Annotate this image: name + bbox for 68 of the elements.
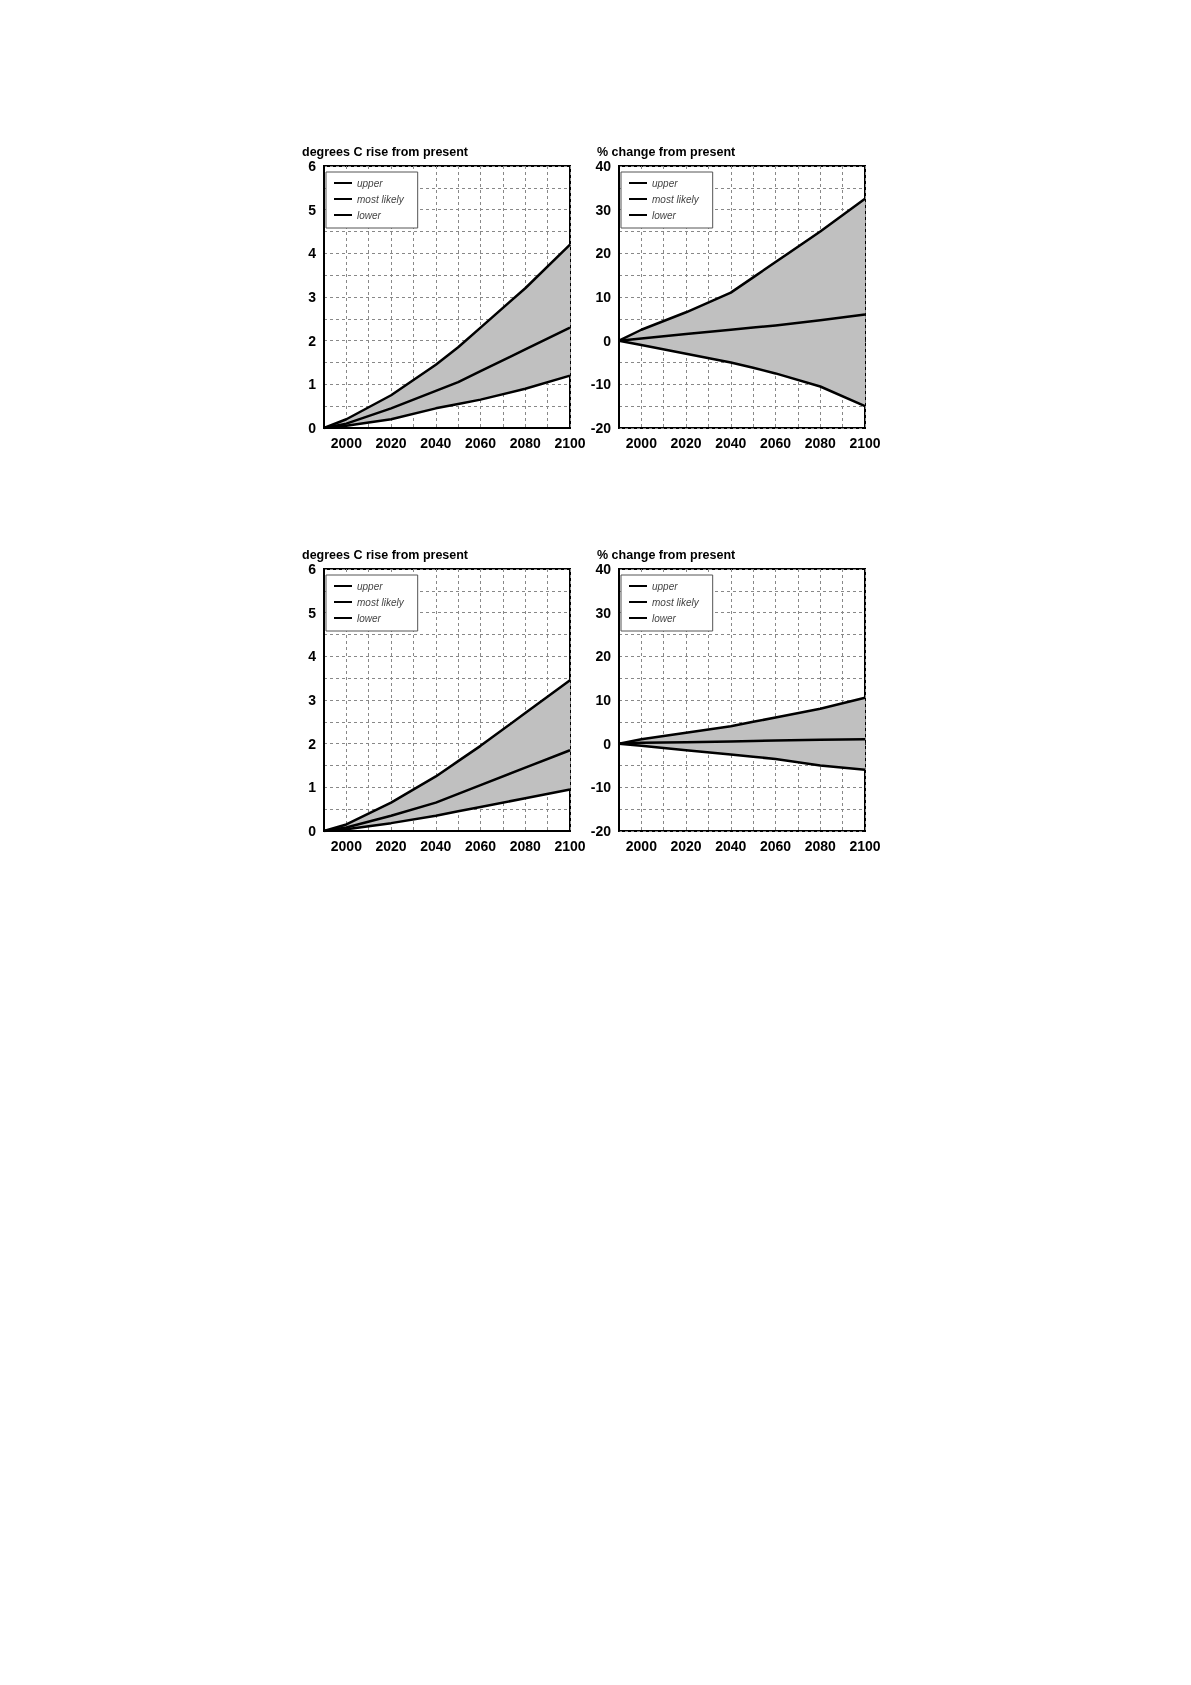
y-tick-label: 4 <box>308 648 317 665</box>
y-tick-label: 2 <box>308 735 317 752</box>
legend-label: upper <box>357 177 384 189</box>
x-tick-label: 2040 <box>715 838 747 854</box>
x-tick-label: 2020 <box>670 838 702 854</box>
y-tick-label: 40 <box>595 561 612 577</box>
x-tick-label: 2060 <box>464 435 497 451</box>
y-tick-label: 20 <box>595 245 612 262</box>
x-tick-label: 2080 <box>804 435 837 451</box>
x-tick-label: 2060 <box>759 838 792 854</box>
x-tick-label: 2060 <box>464 838 497 854</box>
x-tick-label: 2080 <box>509 435 542 451</box>
legend-label: most likely <box>357 193 405 205</box>
y-tick-label: 10 <box>595 289 612 305</box>
x-tick-label: 2100 <box>554 435 586 451</box>
legend-label: lower <box>652 612 677 624</box>
legend-label: upper <box>652 580 679 592</box>
x-tick-label: 2080 <box>509 838 542 854</box>
y-tick-label: 20 <box>595 648 612 665</box>
legend-label: most likely <box>357 596 405 608</box>
y-tick-label: 5 <box>308 604 317 621</box>
x-tick-label: 2020 <box>375 435 407 451</box>
y-tick-label: 6 <box>308 158 317 174</box>
y-tick-label: 2 <box>308 332 317 349</box>
y-axis-title: % change from present <box>597 547 737 562</box>
y-tick-label: 3 <box>308 289 317 305</box>
x-tick-label: 2100 <box>554 838 586 854</box>
legend-label: upper <box>652 177 679 189</box>
x-tick-label: 2000 <box>330 838 363 854</box>
x-tick-label: 2060 <box>759 435 792 451</box>
x-tick-label: 2020 <box>670 435 702 451</box>
x-tick-label: 2100 <box>849 838 881 854</box>
legend-label: most likely <box>652 596 700 608</box>
y-tick-label: 10 <box>595 692 612 708</box>
legend-label: upper <box>357 580 384 592</box>
x-tick-label: 2040 <box>420 838 452 854</box>
y-tick-label: 0 <box>603 735 612 752</box>
legend-label: most likely <box>652 193 700 205</box>
x-tick-label: 2080 <box>804 838 837 854</box>
y-tick-label: -20 <box>590 823 612 839</box>
y-tick-label: 0 <box>308 823 317 839</box>
y-tick-label: 0 <box>308 420 317 436</box>
y-tick-label: 3 <box>308 692 317 708</box>
y-axis-title: degrees C rise from present <box>302 144 469 159</box>
y-tick-label: 30 <box>595 604 612 621</box>
legend-label: lower <box>652 209 677 221</box>
x-tick-label: 2040 <box>420 435 452 451</box>
y-axis-title: % change from present <box>597 144 737 159</box>
x-tick-label: 2040 <box>715 435 747 451</box>
x-tick-label: 2000 <box>625 435 658 451</box>
legend-label: lower <box>357 209 382 221</box>
y-tick-label: -10 <box>590 779 612 796</box>
x-tick-label: 2000 <box>330 435 363 451</box>
y-tick-label: 0 <box>603 332 612 349</box>
x-tick-label: 2000 <box>625 838 658 854</box>
legend-label: lower <box>357 612 382 624</box>
y-tick-label: 30 <box>595 201 612 218</box>
y-tick-label: 1 <box>308 779 317 796</box>
y-tick-label: 5 <box>308 201 317 218</box>
y-tick-label: 6 <box>308 561 317 577</box>
y-tick-label: 4 <box>308 245 317 262</box>
y-tick-label: -10 <box>590 376 612 393</box>
y-tick-label: 40 <box>595 158 612 174</box>
x-tick-label: 2020 <box>375 838 407 854</box>
y-axis-title: degrees C rise from present <box>302 547 469 562</box>
y-tick-label: 1 <box>308 376 317 393</box>
y-tick-label: -20 <box>590 420 612 436</box>
x-tick-label: 2100 <box>849 435 881 451</box>
